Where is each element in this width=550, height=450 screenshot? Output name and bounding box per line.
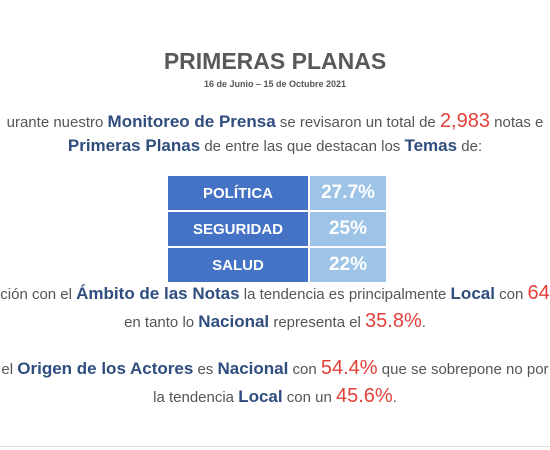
highlight: Monitoreo de Prensa [107, 112, 276, 131]
text-line: ción con el Ámbito de las Notas la tende… [0, 282, 550, 305]
number: 2,983 [439, 110, 490, 132]
topic: SALUD [167, 247, 309, 283]
text: la tendencia [153, 389, 239, 406]
text: con un [282, 389, 336, 406]
topics-table: POLÍTICA 27.7% SEGURIDAD 25% SALUD 22% [167, 175, 387, 283]
number: 45.6% [335, 385, 393, 407]
share: 25% [309, 211, 387, 247]
subtitle: 16 de Junio – 15 de Octubre 2021 [203, 79, 347, 89]
highlight: Local [238, 387, 283, 406]
highlight: Local [450, 284, 495, 303]
text-line: Primeras Planas de entre las que destaca… [0, 136, 550, 156]
text: el [1, 361, 18, 378]
text: que se sobrepone no por [377, 361, 549, 378]
text: . [392, 389, 397, 406]
text: con [288, 361, 321, 378]
text: de: [457, 138, 483, 155]
text: notas e [490, 114, 544, 131]
text: . [421, 314, 426, 331]
text: con [494, 286, 528, 303]
text: es [193, 361, 218, 378]
text: la tendencia es principalmente [239, 286, 451, 303]
divider [0, 446, 550, 447]
number: 35.8% [365, 310, 422, 332]
text-line: urante nuestro Monitoreo de Prensa se re… [0, 110, 550, 133]
share: 27.7% [309, 175, 387, 211]
row: SALUD 22% [167, 247, 387, 283]
text-line: el Origen de los Actores es Nacional con… [0, 357, 550, 380]
highlight: Ámbito de las Notas [76, 284, 240, 303]
text-line: en tanto lo Nacional representa el 35.8%… [0, 310, 550, 333]
row: SEGURIDAD 25% [167, 211, 387, 247]
row: POLÍTICA 27.7% [167, 175, 387, 211]
text-line: la tendencia Local con un 45.6%. [0, 385, 550, 408]
share: 22% [309, 247, 387, 283]
highlight: Nacional [217, 359, 289, 378]
topic: SEGURIDAD [167, 211, 309, 247]
number: 54.4% [320, 357, 378, 379]
text: urante nuestro [6, 114, 108, 131]
text: ción con el [0, 286, 77, 303]
text: en tanto lo [124, 314, 199, 331]
highlight: Temas [404, 136, 458, 155]
number: 64 [527, 282, 550, 304]
topic: POLÍTICA [167, 175, 309, 211]
highlight: Primeras Planas [67, 136, 201, 155]
text: se revisaron un total de [275, 114, 440, 131]
title: PRIMERAS PLANAS [163, 48, 387, 74]
text: de entre las que destacan los [200, 138, 405, 155]
text: representa el [269, 314, 366, 331]
highlight: Nacional [198, 312, 270, 331]
highlight: Origen de los Actores [17, 359, 194, 378]
